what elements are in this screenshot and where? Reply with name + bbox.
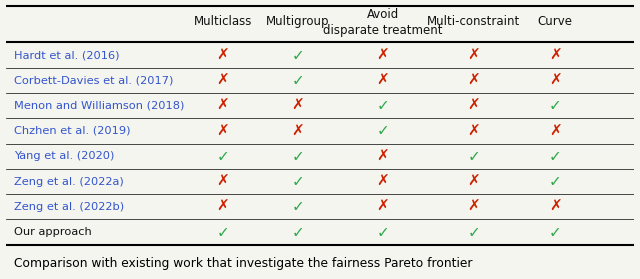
Text: ✗: ✗ [549,73,561,88]
Text: ✓: ✓ [216,149,229,164]
Text: ✓: ✓ [292,174,305,189]
Text: ✓: ✓ [549,98,561,113]
Text: Multigroup: Multigroup [266,15,330,28]
Text: ✗: ✗ [216,199,229,214]
Text: ✗: ✗ [376,149,389,164]
Text: ✗: ✗ [376,174,389,189]
Text: ✓: ✓ [376,123,389,138]
Text: ✗: ✗ [467,73,480,88]
Text: ✗: ✗ [216,98,229,113]
Text: ✓: ✓ [549,149,561,164]
Text: Zeng et al. (2022a): Zeng et al. (2022a) [14,177,124,187]
Text: ✗: ✗ [549,48,561,62]
Text: Chzhen et al. (2019): Chzhen et al. (2019) [14,126,131,136]
Text: ✗: ✗ [376,73,389,88]
Text: ✓: ✓ [376,225,389,240]
Text: ✗: ✗ [216,73,229,88]
Text: Corbett-Davies et al. (2017): Corbett-Davies et al. (2017) [14,75,173,85]
Text: Comparison with existing work that investigate the fairness Pareto frontier: Comparison with existing work that inves… [14,257,472,270]
Text: ✓: ✓ [549,174,561,189]
Text: ✗: ✗ [216,48,229,62]
Text: ✗: ✗ [467,48,480,62]
Text: ✓: ✓ [467,225,480,240]
Text: ✗: ✗ [549,123,561,138]
Text: Menon and Williamson (2018): Menon and Williamson (2018) [14,101,184,111]
Text: Hardt et al. (2016): Hardt et al. (2016) [14,50,120,60]
Text: Multi-constraint: Multi-constraint [427,15,520,28]
Text: Avoid: Avoid [367,8,399,21]
Text: ✗: ✗ [467,123,480,138]
Text: ✗: ✗ [467,199,480,214]
Text: ✓: ✓ [292,199,305,214]
Text: ✗: ✗ [467,174,480,189]
Text: ✗: ✗ [467,98,480,113]
Text: ✓: ✓ [467,149,480,164]
Text: ✓: ✓ [292,225,305,240]
Text: ✗: ✗ [216,174,229,189]
Text: ✓: ✓ [376,98,389,113]
Text: ✓: ✓ [292,48,305,62]
Text: Our approach: Our approach [14,227,92,237]
Text: ✓: ✓ [549,225,561,240]
Text: ✗: ✗ [292,98,305,113]
Text: Yang et al. (2020): Yang et al. (2020) [14,151,115,161]
Text: ✗: ✗ [292,123,305,138]
Text: Multiclass: Multiclass [193,15,252,28]
Text: ✗: ✗ [216,123,229,138]
Text: Curve: Curve [538,15,573,28]
Text: ✓: ✓ [292,73,305,88]
Text: ✗: ✗ [376,199,389,214]
Text: ✓: ✓ [292,149,305,164]
Text: ✓: ✓ [216,225,229,240]
Text: disparate treatment: disparate treatment [323,24,442,37]
Text: ✗: ✗ [549,199,561,214]
Text: ✗: ✗ [376,48,389,62]
Text: Zeng et al. (2022b): Zeng et al. (2022b) [14,202,124,212]
